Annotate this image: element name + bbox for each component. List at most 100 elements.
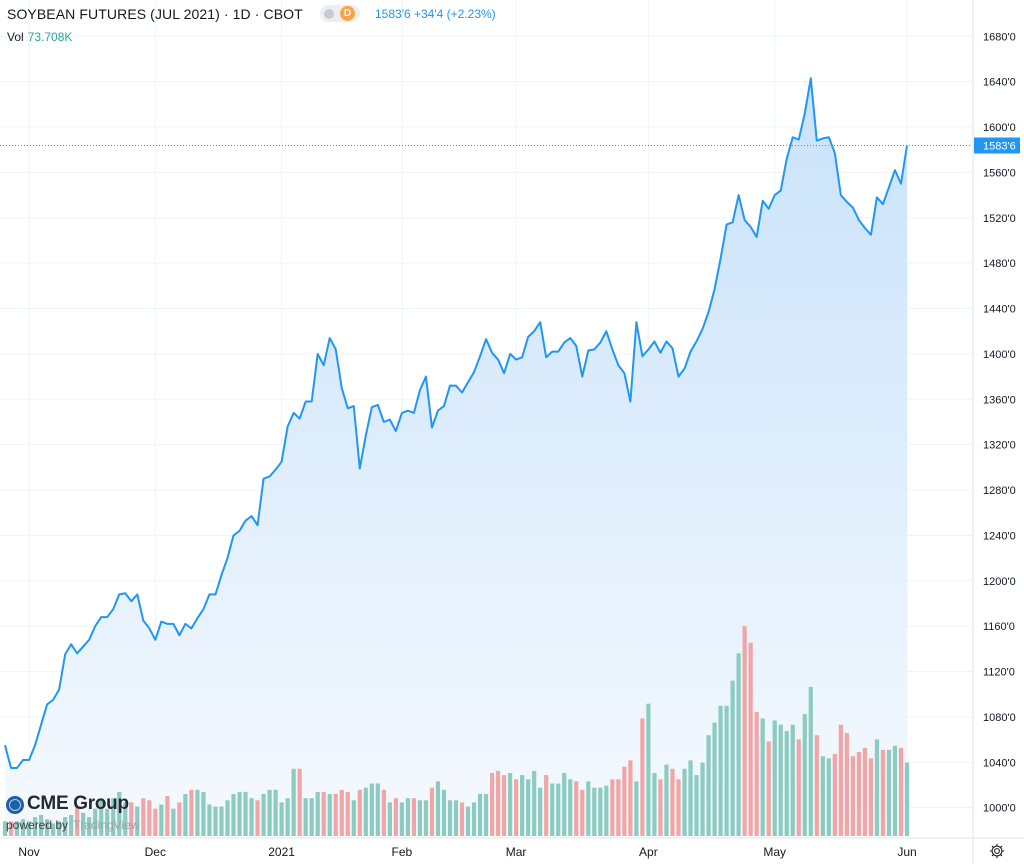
volume-bar bbox=[213, 806, 218, 836]
volume-bar bbox=[700, 762, 705, 836]
volume-bar bbox=[850, 756, 855, 836]
volume-bar bbox=[838, 724, 843, 836]
volume-bar bbox=[742, 626, 747, 836]
volume-bar bbox=[904, 762, 910, 836]
volume-bar bbox=[405, 798, 410, 836]
volume-bar bbox=[820, 756, 825, 836]
y-tick-label: 1400'0 bbox=[983, 349, 1016, 361]
volume-bar bbox=[796, 739, 801, 836]
y-tick-label: 1600'0 bbox=[983, 122, 1016, 134]
volume-bar bbox=[676, 779, 681, 836]
volume-bar bbox=[26, 821, 32, 836]
volume-bar bbox=[195, 789, 200, 836]
volume-bar bbox=[429, 787, 435, 836]
volume-bar bbox=[556, 783, 561, 836]
volume-bar bbox=[273, 789, 278, 836]
y-tick-label: 1640'0 bbox=[983, 77, 1016, 89]
volume-bar bbox=[622, 766, 627, 836]
y-tick-label: 1080'0 bbox=[983, 712, 1016, 724]
volume-bar bbox=[75, 806, 80, 836]
volume-bar bbox=[81, 812, 86, 836]
volume-bar bbox=[183, 794, 188, 836]
volume-bar bbox=[219, 806, 224, 836]
volume-bar bbox=[802, 714, 807, 836]
market-status-icon bbox=[324, 9, 334, 19]
symbol-title[interactable]: SOYBEAN FUTURES (JUL 2021) · 1D · CBOT bbox=[7, 6, 303, 22]
volume-bar bbox=[411, 798, 417, 836]
volume-bar bbox=[315, 791, 320, 836]
volume-bar bbox=[267, 789, 272, 836]
price-line bbox=[4, 77, 908, 769]
volume-bar bbox=[532, 770, 537, 836]
volume-bar bbox=[502, 775, 507, 836]
volume-bar bbox=[568, 779, 573, 836]
volume-bar bbox=[772, 720, 777, 836]
volume-bar bbox=[32, 817, 38, 836]
volume-bar bbox=[225, 800, 230, 836]
volume-bar bbox=[255, 800, 260, 836]
volume-bar bbox=[652, 773, 657, 836]
volume-bar bbox=[333, 794, 338, 836]
volume-bar bbox=[826, 758, 831, 836]
volume-bar bbox=[399, 802, 404, 836]
gear-icon[interactable] bbox=[988, 842, 1006, 860]
volume-bar bbox=[520, 775, 525, 836]
y-tick-label: 1520'0 bbox=[983, 213, 1016, 225]
volume-bar bbox=[526, 779, 531, 836]
volume-bar bbox=[508, 773, 513, 836]
volume-bar bbox=[243, 791, 248, 836]
volume-bar bbox=[261, 794, 266, 836]
y-tick-label: 1480'0 bbox=[983, 258, 1016, 270]
volume-bar bbox=[417, 800, 423, 836]
volume-bar bbox=[423, 800, 429, 836]
y-tick-label: 1320'0 bbox=[983, 440, 1016, 452]
x-tick-label: May bbox=[763, 845, 786, 859]
volume-bar bbox=[604, 785, 609, 836]
volume-bar bbox=[544, 775, 549, 836]
volume-bar bbox=[778, 724, 783, 836]
powered-by-tradingview[interactable]: powered by TradingView bbox=[6, 818, 139, 832]
volume-bar bbox=[784, 731, 789, 836]
volume-bar bbox=[562, 773, 567, 836]
volume-bar bbox=[459, 802, 465, 836]
y-tick-label: 1280'0 bbox=[983, 485, 1016, 497]
y-tick-label: 1040'0 bbox=[983, 757, 1016, 769]
x-tick-label: Feb bbox=[392, 845, 413, 859]
volume-bar bbox=[297, 768, 302, 836]
volume-bar bbox=[514, 779, 519, 836]
volume-bar bbox=[724, 705, 729, 836]
volume-bar bbox=[201, 791, 206, 836]
volume-bar bbox=[538, 787, 543, 836]
volume-bar bbox=[706, 735, 711, 836]
volume-bar bbox=[808, 686, 813, 836]
last-price-label: 1583'6 bbox=[983, 141, 1016, 153]
volume-bar bbox=[598, 787, 603, 836]
x-tick-label: Jun bbox=[897, 845, 916, 859]
data-status-badge[interactable]: D bbox=[320, 5, 360, 22]
volume-bar bbox=[20, 819, 26, 836]
volume-bar bbox=[141, 798, 146, 836]
volume-bar bbox=[874, 739, 880, 836]
y-tick-label: 1560'0 bbox=[983, 167, 1016, 179]
volume-bar bbox=[868, 758, 874, 836]
tradingview-link[interactable]: TradingView bbox=[73, 818, 140, 832]
volume-legend[interactable]: Vol 73.708K bbox=[7, 30, 72, 44]
y-tick-label: 1360'0 bbox=[983, 394, 1016, 406]
y-tick-label: 1120'0 bbox=[983, 667, 1015, 679]
y-tick-label: 1000'0 bbox=[983, 803, 1016, 815]
volume-bar bbox=[249, 798, 254, 836]
volume-bar bbox=[285, 798, 290, 836]
volume-bar bbox=[339, 789, 344, 836]
volume-bar bbox=[38, 815, 44, 836]
volume-bar bbox=[844, 733, 849, 836]
volume-bar bbox=[57, 821, 62, 836]
last-quote: 1583'6 +34'4 (+2.23%) bbox=[375, 7, 496, 21]
volume-bar bbox=[381, 789, 386, 836]
volume-bar bbox=[766, 741, 771, 836]
volume-bar bbox=[616, 779, 621, 836]
volume-bar bbox=[760, 718, 765, 836]
volume-bar bbox=[129, 802, 134, 836]
volume-bar bbox=[898, 747, 904, 836]
volume-bar bbox=[357, 789, 362, 836]
volume-bar bbox=[862, 747, 868, 836]
